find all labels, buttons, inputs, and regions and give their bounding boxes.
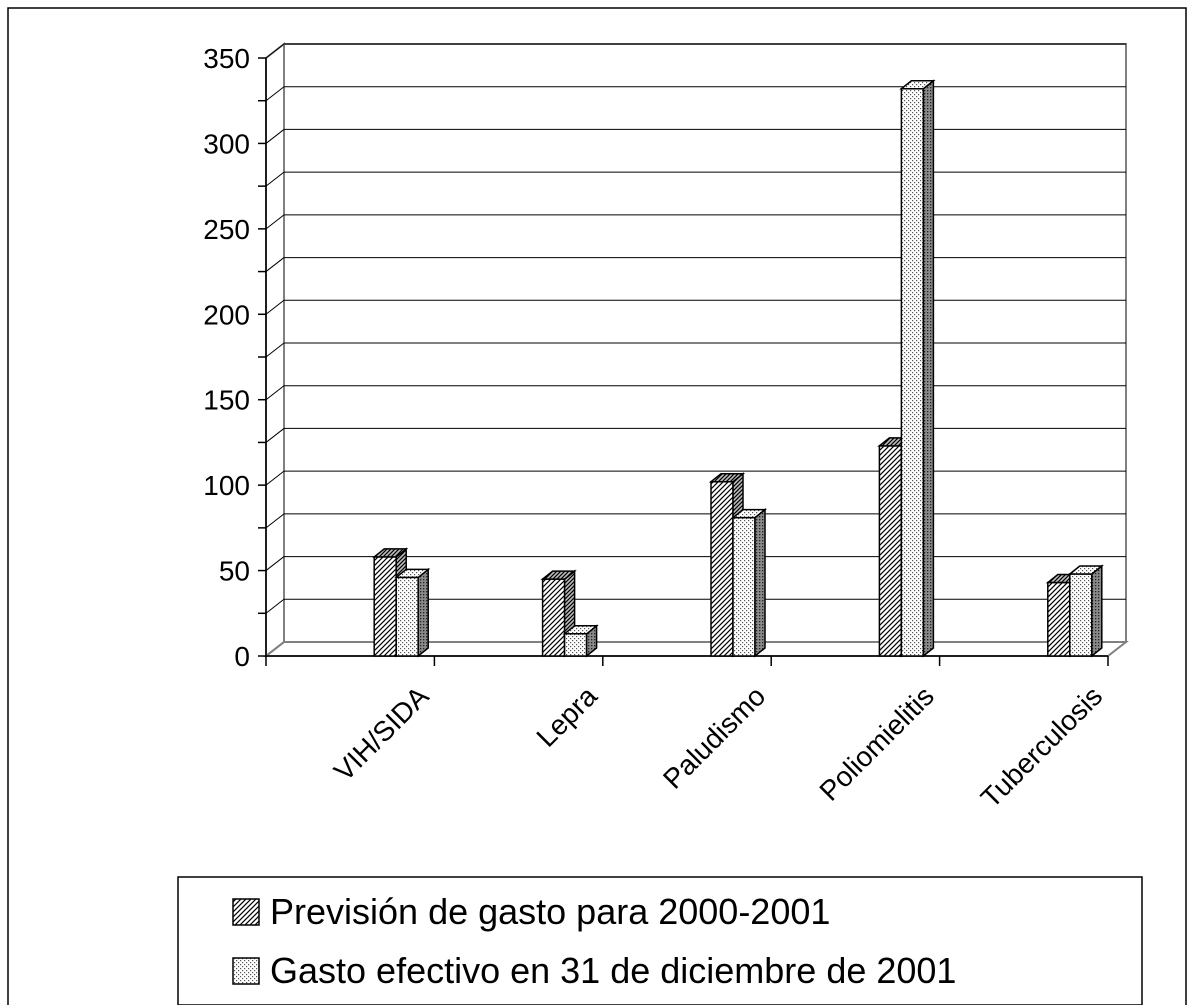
y-tick-label: 300: [203, 128, 250, 159]
y-tick-label: 150: [203, 385, 250, 416]
gridline-side: [265, 513, 285, 529]
gridline-side: [265, 385, 285, 401]
gridline-side: [265, 43, 285, 59]
bar-prevision-lepra: [540, 569, 577, 658]
bar-gasto-vih-sida: [394, 567, 431, 658]
gridline-side: [265, 556, 285, 571]
legend-swatch: [232, 957, 260, 985]
legend: [177, 876, 1143, 1005]
bar-gasto-paludismo: [730, 508, 768, 658]
gridline-side: [265, 428, 285, 443]
y-tick-label: 350: [203, 43, 250, 74]
y-tick-label: 250: [203, 214, 250, 245]
gridline-side: [265, 299, 285, 315]
gridline-side: [265, 257, 285, 272]
gridline-side: [265, 86, 285, 102]
gridline-side: [265, 129, 285, 144]
x-tick-label: VIH/SIDA: [328, 680, 435, 787]
bar-gasto-poliomielitis: [899, 79, 936, 658]
x-tick-label: Poliomielitis: [813, 680, 939, 806]
gridline-side: [265, 342, 285, 358]
gridline-side: [265, 214, 285, 230]
legend-label: Gasto efectivo en 31 de diciembre de 200…: [270, 950, 956, 991]
y-tick-label: 0: [234, 641, 250, 672]
legend-swatch: [232, 898, 260, 926]
gridline-side: [265, 598, 285, 614]
y-tick-label: 100: [203, 470, 250, 501]
chart-border: [7, 7, 1187, 1005]
gridline-side: [265, 171, 285, 187]
y-tick-label: 200: [203, 299, 250, 330]
x-tick-label: Lepra: [530, 680, 603, 753]
bar-gasto-tuberculosis: [1067, 564, 1104, 658]
bar-gasto-lepra: [562, 624, 599, 658]
legend-label: Previsión de gasto para 2000-2001: [270, 891, 830, 932]
gridline-side: [265, 470, 285, 486]
y-tick-label: 50: [219, 556, 250, 587]
x-tick-label: Tuberculosis: [975, 680, 1108, 813]
x-tick-label: Paludismo: [657, 680, 771, 794]
